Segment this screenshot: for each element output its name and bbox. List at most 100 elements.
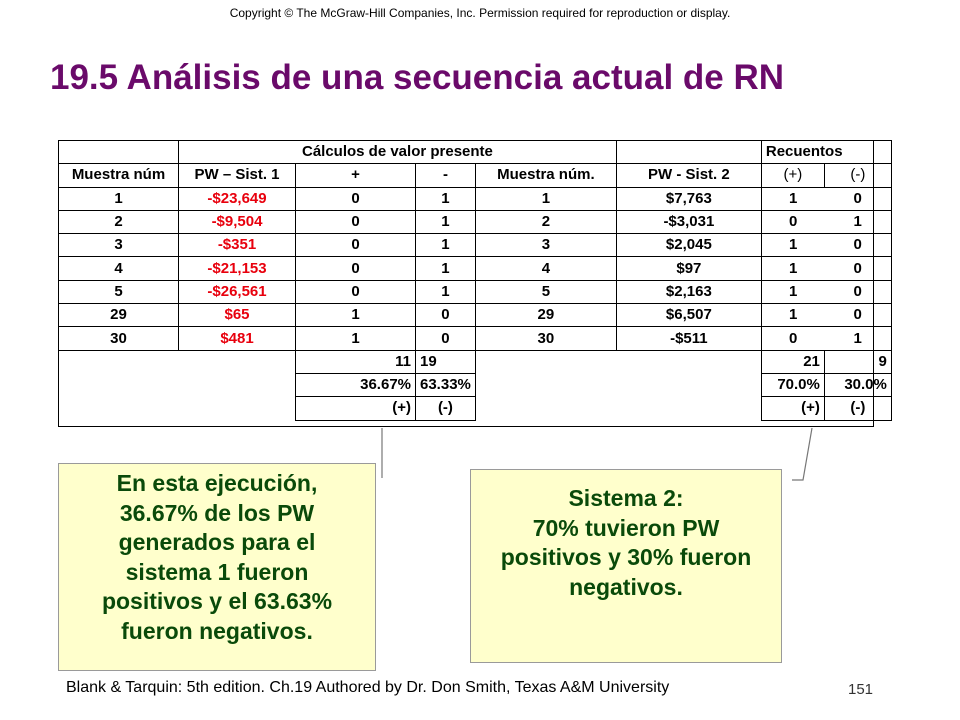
cell-sample-1: 4 xyxy=(58,256,179,281)
table-row: 2 -$9,504 0 1 2 -$3,031 0 1 xyxy=(58,209,892,235)
cell-plus: 0 xyxy=(295,256,416,281)
totals-row: 11 19 21 9 xyxy=(59,349,892,374)
col-header-sample-2: Muestra núm. xyxy=(474,163,617,188)
callout-line: generados para el xyxy=(118,529,316,555)
callout-line: En esta ejecución, xyxy=(116,470,318,496)
cell-count-pos: 1 xyxy=(760,303,825,328)
cell-sample-2: 29 xyxy=(474,303,617,328)
col-header-count-pos: (+) xyxy=(760,163,825,188)
cell-sample-2: 30 xyxy=(474,326,617,351)
footer-credit: Blank & Tarquin: 5th edition. Ch.19 Auth… xyxy=(66,679,670,696)
cell-count-pos: 1 xyxy=(760,279,825,305)
sign-sys2-pos: (+) xyxy=(760,396,825,421)
leader-line-system-2 xyxy=(792,427,813,481)
cell-count-pos: 1 xyxy=(760,256,825,281)
cell-pw-sys1: -$21,153 xyxy=(178,256,296,281)
total-sys2-neg: 9 xyxy=(823,349,892,374)
present-value-header: Cálculos de valor presente xyxy=(178,139,617,165)
table-row: 30 $481 1 0 30 -$511 0 1 xyxy=(58,326,892,351)
cell-count-neg: 1 xyxy=(824,326,892,351)
cell-sample-2: 4 xyxy=(474,256,617,281)
col-header-sample-1: Muestra núm xyxy=(58,163,179,188)
cell-sample-1: 30 xyxy=(58,326,179,351)
callout-line: positivos y 30% fueron xyxy=(500,544,752,570)
cell-sample-1: 3 xyxy=(58,233,179,258)
blank-cell xyxy=(59,373,179,396)
cell-minus: 1 xyxy=(415,233,476,258)
total-sys1-pos: 11 xyxy=(295,349,416,374)
sign-sys1-pos: (+) xyxy=(295,396,416,421)
cell-plus: 1 xyxy=(295,326,416,351)
cell-sample-2: 5 xyxy=(474,279,617,305)
col-header-pw-sys2: PW - Sist. 2 xyxy=(615,163,762,188)
table-row: 1 -$23,649 0 1 1 $7,763 1 0 xyxy=(58,186,892,211)
blank-cell xyxy=(475,373,616,396)
cell-plus: 0 xyxy=(295,279,416,305)
percent-sys1-pos: 36.67% xyxy=(295,372,416,398)
cell-pw-sys1: -$23,649 xyxy=(178,186,296,211)
cell-sample-1: 29 xyxy=(58,303,179,328)
cell-count-pos: 1 xyxy=(760,186,825,211)
percent-sys2-pos: 70.0% xyxy=(760,372,825,398)
cell-pw-sys2: $2,163 xyxy=(615,279,762,305)
blank-cell xyxy=(179,397,296,420)
sign-row: (+) (-) (+) (-) xyxy=(59,396,892,421)
cell-pw-sys1: -$26,561 xyxy=(178,279,296,305)
cell-sample-2: 1 xyxy=(474,186,617,211)
callout-line: Sistema 2: xyxy=(568,485,684,511)
cell-plus: 1 xyxy=(295,303,416,328)
cell-pw-sys2: $6,507 xyxy=(615,303,762,328)
cell-pw-sys2: $7,763 xyxy=(615,186,762,211)
cell-sample-1: 5 xyxy=(58,279,179,305)
counts-header: Recuentos xyxy=(760,139,892,165)
cell-pw-sys2: $2,045 xyxy=(615,233,762,258)
col-header-plus: + xyxy=(295,163,416,188)
cell-pw-sys1: $481 xyxy=(178,326,296,351)
header-blank xyxy=(58,139,179,165)
table-column-header-row: Muestra núm PW – Sist. 1 + - Muestra núm… xyxy=(58,163,892,188)
cell-pw-sys1: -$351 xyxy=(178,233,296,258)
present-value-table: Cálculos de valor presente Recuentos Mue… xyxy=(58,139,892,421)
cell-count-pos: 0 xyxy=(760,326,825,351)
blank-cell xyxy=(475,397,616,420)
cell-count-pos: 1 xyxy=(760,233,825,258)
callout-system-1: En esta ejecución, 36.67% de los PW gene… xyxy=(58,463,376,671)
callout-system-2: Sistema 2: 70% tuvieron PW positivos y 3… xyxy=(470,469,782,663)
blank-cell xyxy=(179,373,296,396)
page-number: 151 xyxy=(848,681,874,698)
callout-line: positivos y el 63.63% xyxy=(101,588,333,614)
cell-count-neg: 1 xyxy=(824,209,892,235)
table-row: 4 -$21,153 0 1 4 $97 1 0 xyxy=(58,256,892,281)
cell-plus: 0 xyxy=(295,233,416,258)
cell-count-neg: 0 xyxy=(824,256,892,281)
blank-cell xyxy=(616,397,761,420)
callout-line: negativos. xyxy=(569,573,683,600)
blank-cell xyxy=(616,373,761,396)
callout-line: 36.67% de los PW xyxy=(119,499,315,526)
cell-pw-sys2: $97 xyxy=(615,256,762,281)
cell-sample-2: 3 xyxy=(474,233,617,258)
table-row: 3 -$351 0 1 3 $2,045 1 0 xyxy=(58,233,892,258)
cell-minus: 0 xyxy=(415,326,476,351)
total-sys1-neg: 19 xyxy=(415,349,476,374)
col-header-pw-sys1: PW – Sist. 1 xyxy=(178,163,296,188)
cell-sample-1: 1 xyxy=(58,186,179,211)
cell-pw-sys2: -$3,031 xyxy=(615,209,762,235)
percent-row: 36.67% 63.33% 70.0% 30.0% xyxy=(59,372,892,398)
cell-minus: 0 xyxy=(415,303,476,328)
blank-cell xyxy=(179,350,296,373)
blank-cell xyxy=(616,350,761,373)
cell-count-neg: 0 xyxy=(824,303,892,328)
cell-count-neg: 0 xyxy=(824,186,892,211)
slide-title: 19.5 Análisis de una secuencia actual de… xyxy=(50,58,785,97)
cell-plus: 0 xyxy=(295,186,416,211)
cell-minus: 1 xyxy=(415,256,476,281)
cell-sample-2: 2 xyxy=(474,209,617,235)
cell-plus: 0 xyxy=(295,209,416,235)
sign-sys1-neg: (-) xyxy=(415,396,476,421)
callout-line: 70% tuvieron PW xyxy=(532,514,720,541)
table-row: 5 -$26,561 0 1 5 $2,163 1 0 xyxy=(58,279,892,305)
percent-sys2-neg: 30.0% xyxy=(823,372,892,398)
callout-line: sistema 1 fueron xyxy=(125,558,309,585)
cell-pw-sys1: -$9,504 xyxy=(178,209,296,235)
